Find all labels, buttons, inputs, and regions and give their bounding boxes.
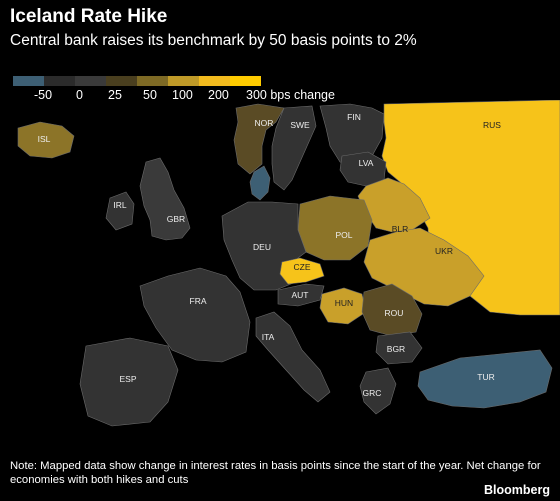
country-label-cze: CZE	[294, 262, 311, 272]
country-label-fra: FRA	[190, 296, 207, 306]
country-label-rou: ROU	[385, 308, 404, 318]
legend-tick-label: 50	[143, 88, 157, 102]
legend-swatch	[230, 76, 261, 86]
legend-tick-label: 300 bps change	[246, 88, 335, 102]
legend-swatch	[75, 76, 106, 86]
footnote: Note: Mapped data show change in interes…	[10, 460, 541, 486]
country-dnk	[249, 165, 271, 201]
country-pol	[297, 195, 373, 261]
legend-tick-label: 25	[108, 88, 122, 102]
country-esp	[79, 337, 179, 427]
country-label-ukr: UKR	[435, 246, 453, 256]
legend-swatch	[106, 76, 137, 86]
country-label-rus: RUS	[483, 120, 501, 130]
country-fra	[139, 267, 251, 363]
legend-labels: -50 0 25 50 100 200 300 bps change	[0, 88, 400, 104]
legend-tick-label: 0	[76, 88, 83, 102]
country-label-lva: LVA	[359, 158, 374, 168]
country-ita	[255, 311, 331, 403]
country-tur	[417, 349, 553, 409]
country-grc	[359, 367, 397, 415]
country-gbr	[139, 157, 191, 241]
legend-swatch	[137, 76, 168, 86]
country-label-irl: IRL	[113, 200, 127, 210]
country-label-isl: ISL	[38, 134, 51, 144]
country-label-tur: TUR	[477, 372, 494, 382]
legend-tick-label: 100	[172, 88, 193, 102]
legend-color-scale	[13, 76, 261, 86]
bloomberg-logo: Bloomberg	[484, 483, 550, 497]
country-swe	[271, 105, 317, 191]
country-label-pol: POL	[335, 230, 352, 240]
legend-swatch	[199, 76, 230, 86]
country-label-gbr: GBR	[167, 214, 185, 224]
country-label-nor: NOR	[255, 118, 274, 128]
country-label-blr: BLR	[392, 224, 409, 234]
country-label-ita: ITA	[262, 332, 275, 342]
country-nor	[233, 103, 285, 175]
country-irl	[105, 191, 135, 231]
country-cze	[279, 257, 325, 285]
legend-swatch	[44, 76, 75, 86]
chart-subtitle: Central bank raises its benchmark by 50 …	[10, 32, 417, 49]
chart-title: Iceland Rate Hike	[10, 6, 168, 27]
country-label-hun: HUN	[335, 298, 353, 308]
country-aut	[277, 283, 325, 307]
country-rou	[361, 283, 423, 337]
country-isl	[17, 121, 75, 159]
country-label-swe: SWE	[290, 120, 310, 130]
country-label-aut: AUT	[292, 290, 309, 300]
country-bgr	[375, 331, 423, 365]
country-hun	[319, 287, 367, 325]
country-label-grc: GRC	[363, 388, 382, 398]
europe-map: ISL NOR SWE FIN RUS LVA IRL GBR BLR POL DEU UKR CZE F…	[17, 100, 560, 427]
legend-tick-label: 200	[208, 88, 229, 102]
country-label-bgr: BGR	[387, 344, 405, 354]
country-label-deu: DEU	[253, 242, 271, 252]
legend-swatch	[13, 76, 44, 86]
country-label-fin: FIN	[347, 112, 361, 122]
legend-tick-label: -50	[34, 88, 53, 102]
country-label-esp: ESP	[119, 374, 136, 384]
legend-swatch	[168, 76, 199, 86]
